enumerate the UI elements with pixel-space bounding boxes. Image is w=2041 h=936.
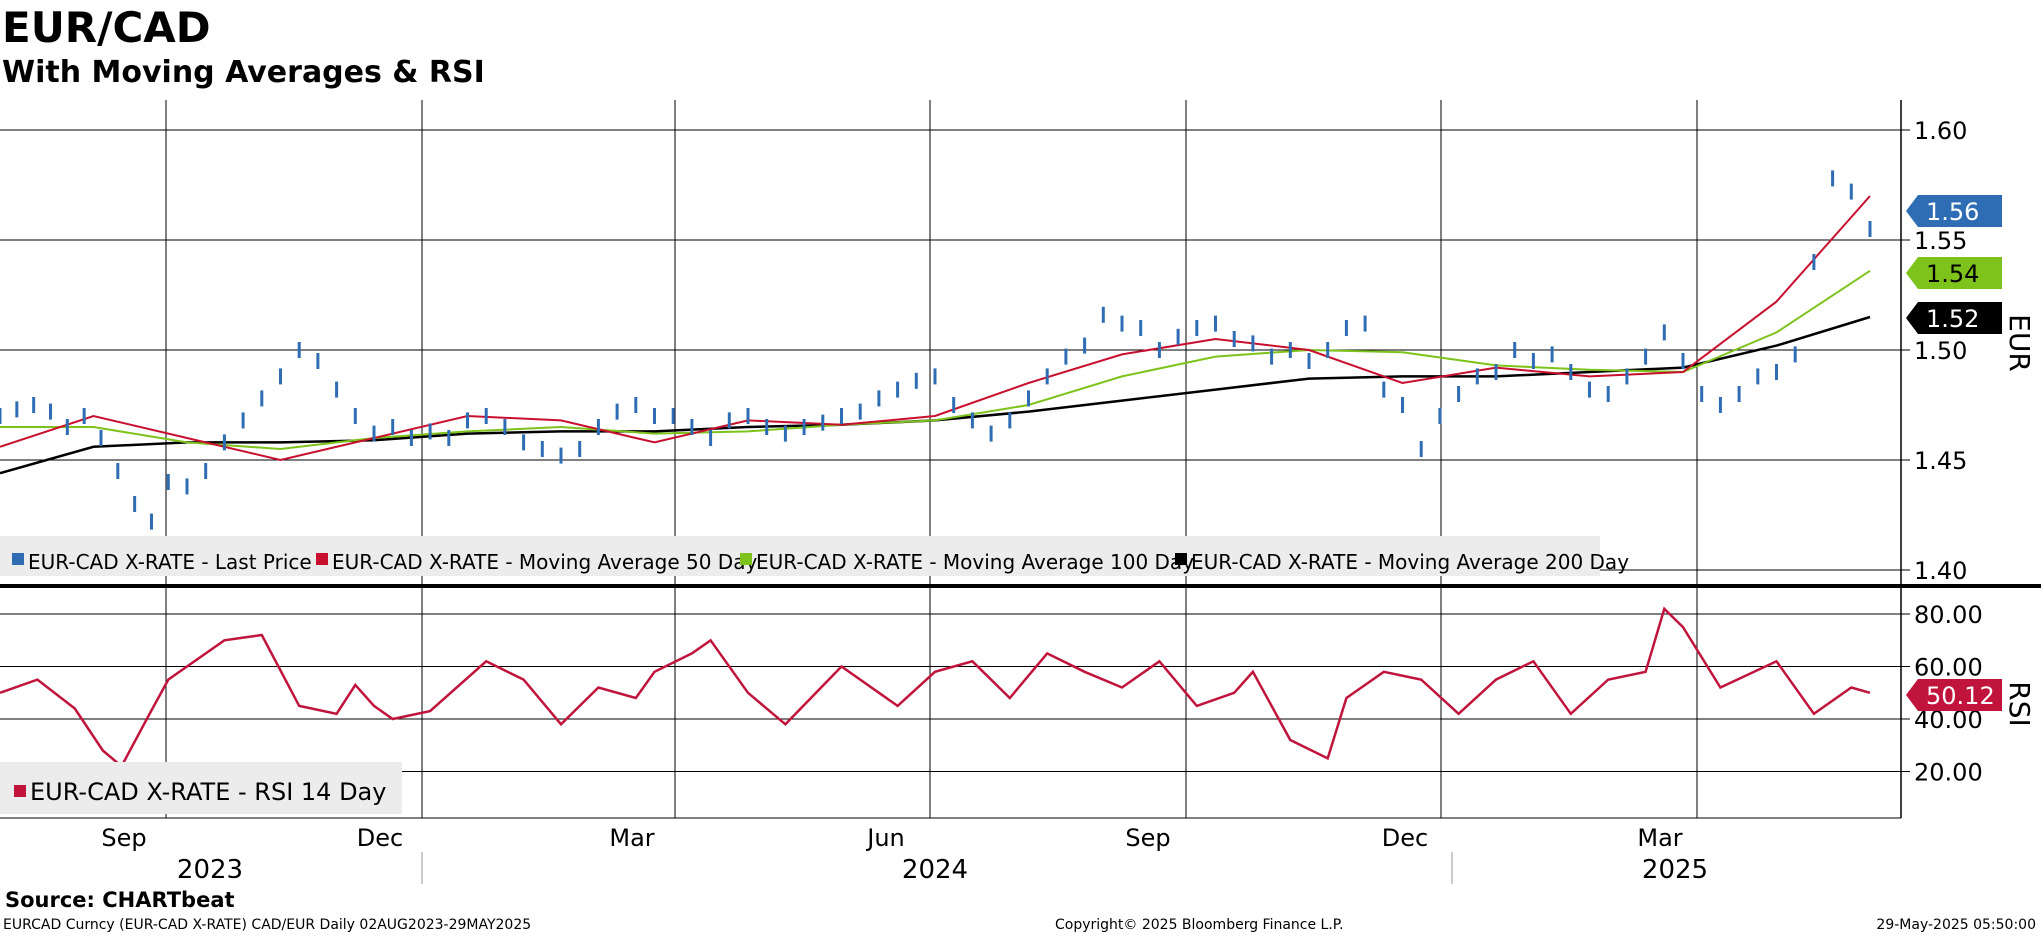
price-tick-label: 1.45	[1914, 447, 1967, 475]
price-y-ticks: 1.60 1.55 1.50 1.45 1.40	[1901, 117, 1967, 585]
rsi-tick-label: 80.00	[1914, 601, 1983, 629]
price-axis-title: EUR	[2003, 314, 2036, 372]
legend-swatch	[316, 553, 328, 565]
x-year-label: 2024	[902, 855, 968, 885]
legend-swatch	[1175, 553, 1187, 565]
x-month-label: Mar	[1637, 824, 1682, 852]
ma-line-2	[0, 269, 1871, 451]
rsi-legend: EUR-CAD X-RATE - RSI 14 Day	[14, 778, 386, 806]
x-axis-labels: Sep Dec Mar Jun Sep Dec Mar 2023 2024 2025	[101, 824, 1708, 885]
chart-subtitle: With Moving Averages & RSI	[2, 55, 485, 90]
month-gridlines	[165, 100, 1698, 818]
value-tag	[1906, 257, 2002, 289]
legend-label: EUR-CAD X-RATE - Moving Average 200 Day	[1191, 550, 1629, 574]
rsi-tick-label: 60.00	[1914, 654, 1983, 682]
source-label: Source: CHARTbeat	[5, 888, 235, 912]
rsi-axis-title: RSI	[2003, 681, 2036, 727]
legend-label: EUR-CAD X-RATE - Last Price	[28, 550, 312, 574]
legend-swatch	[740, 553, 752, 565]
security-description: EURCAD Curncy (EUR-CAD X-RATE) CAD/EUR D…	[3, 917, 531, 933]
price-tick-label: 1.50	[1914, 337, 1967, 365]
value-tag-label: 50.12	[1926, 682, 1995, 710]
timestamp-label: 29-May-2025 05:50:00	[1876, 917, 2036, 933]
x-month-label: Dec	[1382, 824, 1428, 852]
x-month-label: Dec	[357, 824, 403, 852]
x-year-label: 2025	[1642, 855, 1708, 885]
price-tick-label: 1.40	[1914, 557, 1967, 585]
rsi-gridlines	[0, 613, 1901, 772]
rsi-line	[0, 606, 1871, 769]
x-month-label: Sep	[101, 824, 146, 852]
price-legend-box	[0, 536, 1600, 576]
value-tag	[1906, 195, 2002, 227]
copyright-label: Copyright© 2025 Bloomberg Finance L.P.	[1055, 917, 1344, 933]
price-tick-label: 1.55	[1914, 227, 1967, 255]
legend-swatch	[12, 553, 24, 565]
rsi-tick-label: 20.00	[1914, 759, 1983, 787]
legend-swatch	[14, 785, 26, 797]
x-month-label: Jun	[865, 824, 905, 852]
legend-label: EUR-CAD X-RATE - Moving Average 50 Day	[332, 550, 757, 574]
chart-title: EUR/CAD	[2, 3, 211, 52]
price-series-group	[0, 170, 1872, 530]
last-value-labels: 1.56 1.54 1.52 50.12	[1906, 195, 2002, 711]
x-month-label: Mar	[609, 824, 654, 852]
legend-label: EUR-CAD X-RATE - RSI 14 Day	[30, 778, 386, 806]
value-tag-label: 1.56	[1926, 198, 1979, 226]
rsi-legend-box	[0, 762, 402, 814]
value-tag	[1906, 679, 2002, 711]
x-month-label: Sep	[1125, 824, 1170, 852]
ma-line-1	[0, 195, 1871, 462]
price-tick-label: 1.60	[1914, 117, 1967, 145]
x-year-label: 2023	[177, 855, 243, 885]
value-tag	[1906, 302, 2002, 334]
rsi-series-group	[0, 606, 1871, 769]
value-tag-label: 1.54	[1926, 260, 1979, 288]
price-legend: EUR-CAD X-RATE - Last Price EUR-CAD X-RAT…	[12, 550, 1629, 574]
value-tag-label: 1.52	[1926, 305, 1979, 333]
legend-label: EUR-CAD X-RATE - Moving Average 100 Day	[756, 550, 1194, 574]
price-gridlines	[0, 129, 1901, 571]
